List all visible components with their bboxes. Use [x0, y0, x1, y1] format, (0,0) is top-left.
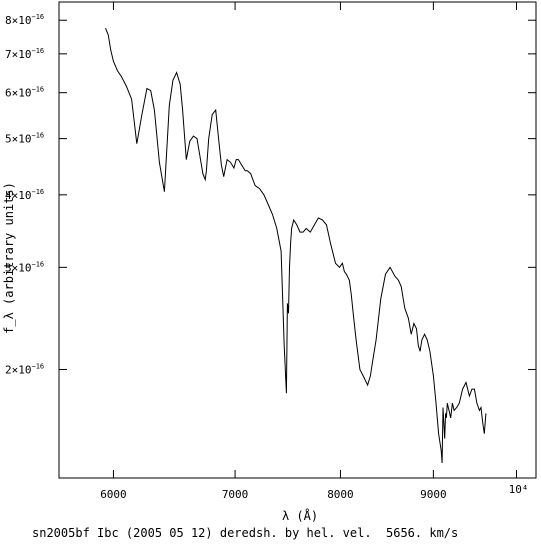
- spectrum-line: [105, 28, 487, 464]
- y-tick-label: 4×10−16: [5, 188, 44, 202]
- y-tick-label: 8×10−16: [5, 13, 44, 27]
- x-tick-label: 9000: [420, 488, 447, 501]
- caption: sn2005bf Ibc (2005 05 12) deredsh. by he…: [32, 526, 459, 540]
- y-tick-label: 3×10−16: [5, 260, 44, 274]
- x-axis-label: λ (Å): [282, 508, 318, 523]
- x-tick-label: 6000: [100, 488, 127, 501]
- x-tick-label: 10⁴: [509, 483, 529, 496]
- y-tick-label: 6×10−16: [5, 86, 44, 100]
- x-tick-label: 8000: [327, 488, 354, 501]
- y-tick-label: 5×10−16: [5, 132, 44, 146]
- x-tick-label: 7000: [222, 488, 249, 501]
- y-tick-label: 7×10−16: [5, 47, 44, 61]
- plot-frame: [58, 1, 537, 479]
- y-axis-label: f_λ (arbitrary units): [2, 182, 16, 334]
- y-tick-label: 2×10−16: [5, 362, 44, 376]
- y-axis: 2×10−16 3×10−16 4×10−16 5×10−16 6×10−16 7×10−…: [5, 13, 536, 376]
- x-axis: 6000 7000 8000 9000 10⁴: [100, 2, 528, 501]
